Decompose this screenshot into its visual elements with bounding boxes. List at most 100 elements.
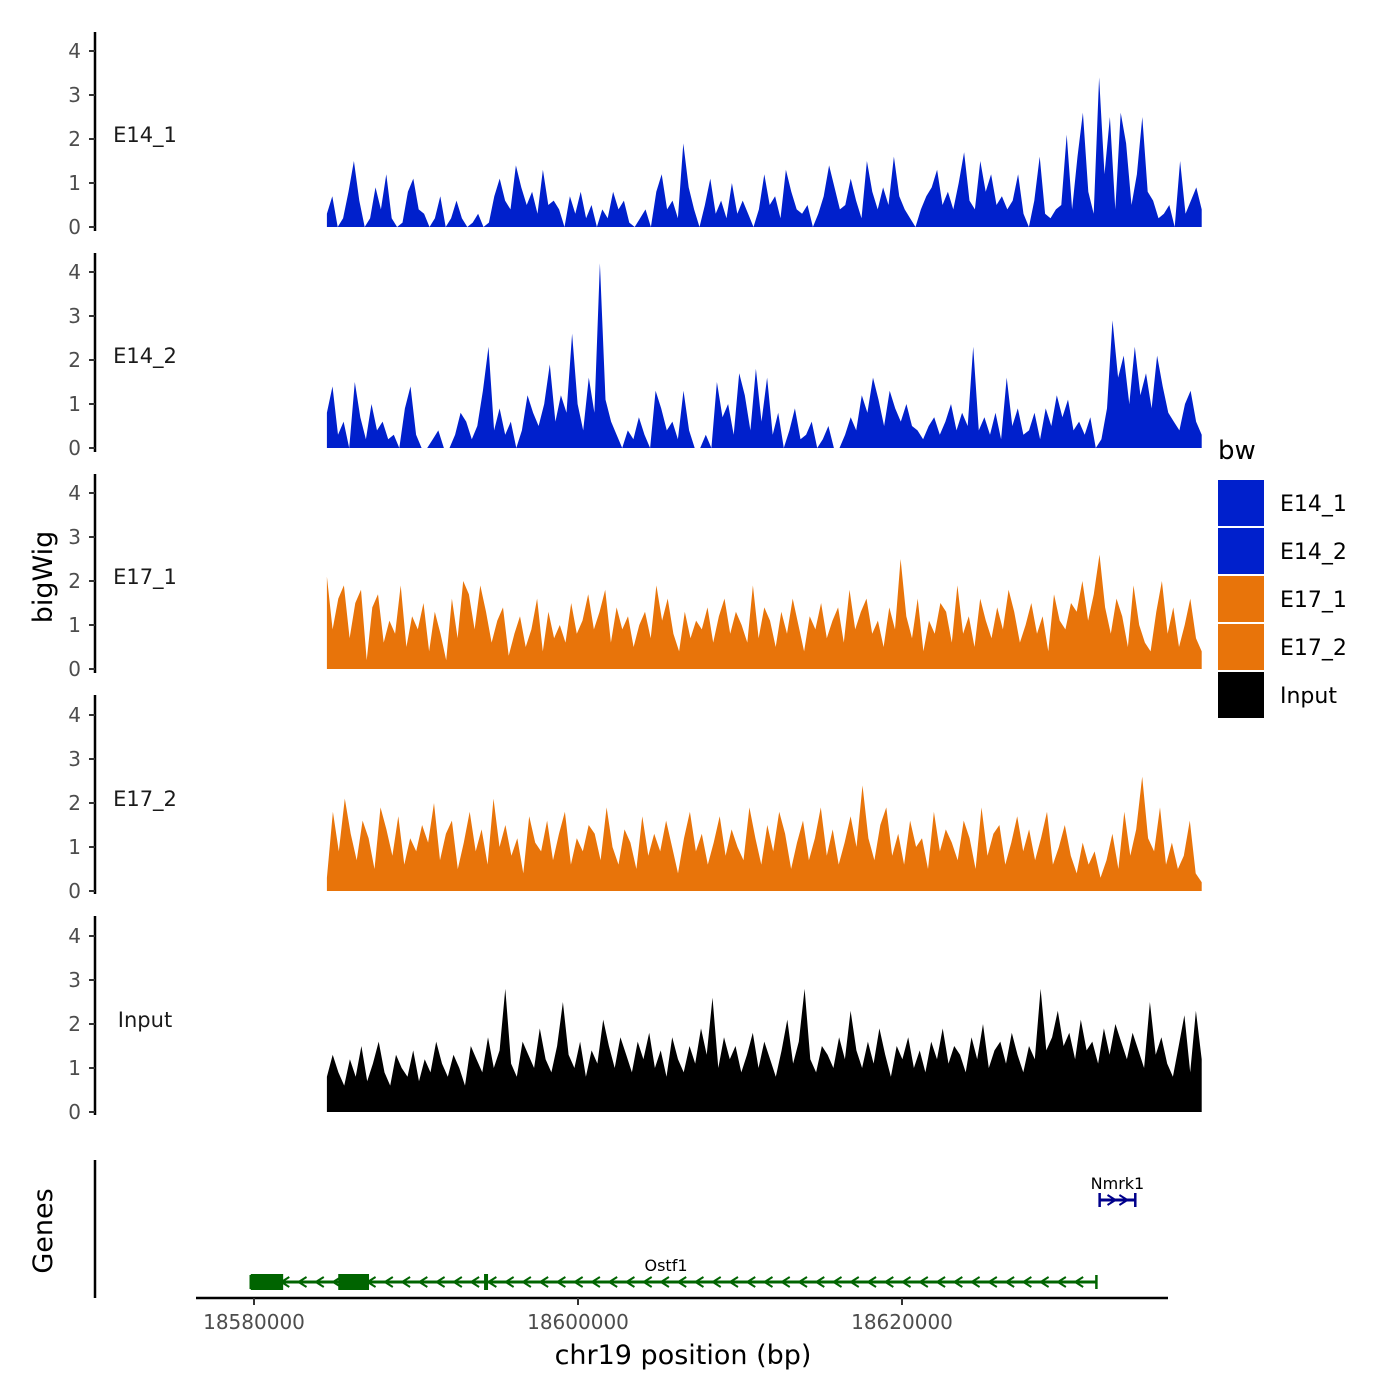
strand-arrow [313,1276,325,1288]
strand-arrow [607,1276,618,1288]
track-label: E17_1 [113,565,177,590]
x-tick-label: 18600000 [527,1310,629,1334]
strand-arrow [797,1276,808,1288]
y-tick-label: 3 [68,747,81,771]
coverage-area-e17-2 [326,776,1202,891]
legend-swatch-e14-2 [1218,528,1264,574]
legend: bw E14_1 E14_2 E17_1 E17_2 Input [1218,436,1347,718]
strand-arrow [555,1276,566,1288]
strand-arrow [1038,1276,1050,1288]
track-label: Input [118,1008,172,1032]
y-tick-label: 3 [68,304,81,328]
strand-arrow [400,1276,411,1288]
y-tick-label: 4 [68,39,81,63]
strand-arrow [1055,1276,1067,1288]
strand-arrow [969,1276,981,1288]
gene-name-label: Ostf1 [644,1256,687,1275]
track-e14-2: 0 1 2 3 4 E14_2 [68,253,1202,460]
y-tick-label: 0 [68,215,81,239]
strand-arrow [762,1276,774,1288]
strand-arrow [590,1276,601,1288]
y-tick-label: 1 [68,1056,81,1080]
y-tick-label: 3 [68,525,81,549]
track-e14-1: 0 1 2 3 4 E14_1 [68,32,1202,239]
strand-arrow [1118,1194,1130,1206]
gene-ostf1: Ostf1 [249,1256,1098,1290]
strand-arrow [572,1276,584,1288]
coverage-area-e17-1 [326,554,1202,669]
y-tick-label: 0 [68,1100,81,1124]
coverage-area-e14-2 [326,263,1202,448]
legend-swatch-e17-2 [1218,624,1264,670]
y-tick-label: 1 [68,613,81,637]
strand-arrow [382,1276,394,1288]
strand-arrow [693,1276,704,1288]
strand-arrow [883,1276,894,1288]
coverage-area-e14-1 [326,77,1202,228]
track-label: E17_2 [113,787,177,812]
legend-label: E14_1 [1280,492,1347,517]
track-label: E14_1 [113,123,177,148]
y-tick-label: 2 [68,348,81,372]
y-tick-label: 0 [68,879,81,903]
track-input: 0 1 2 3 4 Input [68,916,1202,1124]
strand-arrow [866,1276,877,1288]
strand-arrow [521,1276,532,1288]
strand-arrow [417,1276,428,1288]
x-tick-label: 18620000 [851,1310,953,1334]
strand-arrow [641,1276,653,1288]
strand-arrow [831,1276,843,1288]
strand-arrow [1021,1276,1032,1288]
track-e17-1: 0 1 2 3 4 E17_1 [68,474,1202,681]
strand-arrow [624,1276,635,1288]
strand-arrow [451,1276,463,1288]
strand-arrow [745,1276,756,1288]
strand-arrow [728,1276,739,1288]
y-tick-label: 2 [68,569,81,593]
legend-swatch-input [1218,672,1264,718]
legend-label: E17_2 [1280,636,1347,661]
strand-arrow [296,1276,308,1288]
y-tick-label: 0 [68,436,81,460]
strand-arrow [848,1276,860,1288]
y-tick-label: 4 [68,481,81,505]
y-tick-label: 4 [68,703,81,727]
exon-block [484,1274,489,1290]
legend-label: Input [1280,684,1337,709]
strand-arrow [1106,1194,1118,1206]
legend-label: E17_1 [1280,588,1347,613]
strand-arrow [917,1276,929,1288]
strand-arrow [434,1276,446,1288]
x-axis: 18580000 18600000 18620000 [196,1296,1168,1334]
strand-arrow [952,1276,963,1288]
gene-name-label: Nmrk1 [1091,1174,1145,1193]
legend-title: bw [1218,436,1256,466]
legend-label: E14_2 [1280,540,1347,565]
legend-swatch-e17-1 [1218,576,1264,622]
strand-arrow [900,1276,912,1288]
genes-axis-title: Genes [28,1188,59,1273]
strand-arrow [659,1276,670,1288]
y-tick-label: 4 [68,924,81,948]
strand-arrow [1073,1276,1084,1288]
exon-block [338,1274,370,1290]
y-tick-label: 1 [68,171,81,195]
y-tick-label: 1 [68,835,81,859]
strand-arrow [486,1276,497,1288]
y-axis-title: bigWig [28,531,59,624]
exon-block [250,1274,284,1290]
y-tick-label: 2 [68,127,81,151]
gene-nmrk1: Nmrk1 [1091,1174,1145,1207]
strand-arrow [538,1276,549,1288]
y-tick-label: 2 [68,791,81,815]
strand-arrow [986,1276,998,1288]
strand-arrow [779,1276,791,1288]
strand-arrow [814,1276,825,1288]
strand-arrow [710,1276,722,1288]
strand-arrow [469,1276,480,1288]
y-tick-label: 3 [68,83,81,107]
coverage-area-input [326,988,1202,1112]
legend-swatch-e14-1 [1218,480,1264,526]
strand-arrow [503,1276,515,1288]
